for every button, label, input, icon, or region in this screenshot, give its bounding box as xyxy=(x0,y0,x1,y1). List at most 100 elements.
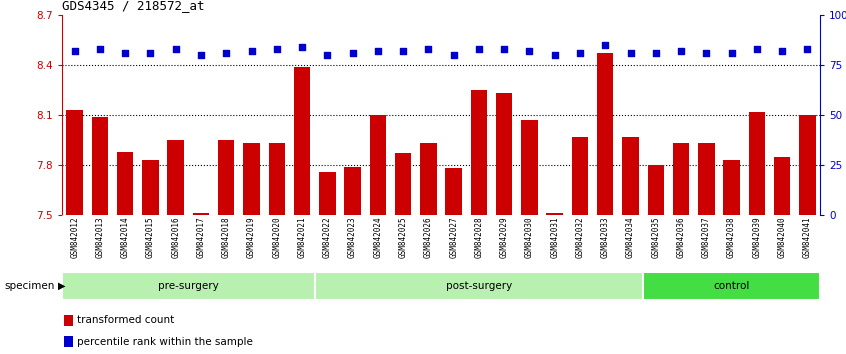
Bar xyxy=(244,143,260,215)
Text: GSM842023: GSM842023 xyxy=(348,217,357,258)
Bar xyxy=(799,115,816,215)
Bar xyxy=(91,117,108,215)
Text: GSM842039: GSM842039 xyxy=(752,217,761,258)
Text: GSM842027: GSM842027 xyxy=(449,217,459,258)
Text: GSM842032: GSM842032 xyxy=(575,217,585,258)
Bar xyxy=(420,143,437,215)
Text: GSM842035: GSM842035 xyxy=(651,217,660,258)
Point xyxy=(700,50,713,56)
Bar xyxy=(63,336,73,347)
Text: GSM842014: GSM842014 xyxy=(121,217,129,258)
Bar xyxy=(344,167,360,215)
Point xyxy=(775,48,788,54)
Bar xyxy=(370,115,386,215)
Bar xyxy=(723,160,739,215)
Point xyxy=(244,48,258,54)
Text: GSM842026: GSM842026 xyxy=(424,217,433,258)
Text: GSM842020: GSM842020 xyxy=(272,217,281,258)
Text: GSM842022: GSM842022 xyxy=(323,217,332,258)
Point xyxy=(68,48,81,54)
Text: GSM842028: GSM842028 xyxy=(475,217,483,258)
Text: GSM842016: GSM842016 xyxy=(171,217,180,258)
Text: GSM842021: GSM842021 xyxy=(298,217,306,258)
Point xyxy=(346,50,360,56)
Point xyxy=(447,52,460,58)
Bar xyxy=(774,157,790,215)
Bar xyxy=(647,165,664,215)
Point xyxy=(624,50,637,56)
Bar xyxy=(749,112,765,215)
Text: percentile rank within the sample: percentile rank within the sample xyxy=(77,337,253,347)
Text: specimen: specimen xyxy=(4,281,55,291)
Text: GSM842018: GSM842018 xyxy=(222,217,231,258)
Bar xyxy=(470,90,487,215)
Text: GSM842025: GSM842025 xyxy=(398,217,408,258)
Bar xyxy=(63,315,73,326)
Text: pre-surgery: pre-surgery xyxy=(158,281,219,291)
Bar xyxy=(142,160,159,215)
Point xyxy=(396,48,409,54)
Bar xyxy=(315,272,643,300)
Point xyxy=(649,50,662,56)
Text: GSM842015: GSM842015 xyxy=(146,217,155,258)
Point xyxy=(574,50,587,56)
Text: GSM842031: GSM842031 xyxy=(550,217,559,258)
Point xyxy=(93,46,107,52)
Point xyxy=(118,50,132,56)
Point xyxy=(169,46,183,52)
Point xyxy=(295,44,309,50)
Point xyxy=(800,46,814,52)
Text: GSM842037: GSM842037 xyxy=(702,217,711,258)
Text: ▶: ▶ xyxy=(58,281,65,291)
Text: GSM842017: GSM842017 xyxy=(196,217,206,258)
Text: GSM842040: GSM842040 xyxy=(777,217,787,258)
Bar xyxy=(218,140,234,215)
Bar xyxy=(572,137,588,215)
Text: GSM842041: GSM842041 xyxy=(803,217,812,258)
Text: GDS4345 / 218572_at: GDS4345 / 218572_at xyxy=(62,0,205,12)
Text: GSM842029: GSM842029 xyxy=(500,217,508,258)
Point xyxy=(750,46,764,52)
Text: GSM842034: GSM842034 xyxy=(626,217,635,258)
Point xyxy=(598,42,612,48)
Bar xyxy=(168,140,184,215)
Text: post-surgery: post-surgery xyxy=(446,281,512,291)
Bar xyxy=(395,153,411,215)
Bar xyxy=(643,272,820,300)
Bar xyxy=(268,143,285,215)
Text: GSM842019: GSM842019 xyxy=(247,217,256,258)
Point xyxy=(371,48,385,54)
Point xyxy=(674,48,688,54)
Bar xyxy=(294,67,310,215)
Point xyxy=(472,46,486,52)
Bar xyxy=(67,110,83,215)
Text: transformed count: transformed count xyxy=(77,315,174,325)
Text: GSM842012: GSM842012 xyxy=(70,217,80,258)
Bar xyxy=(623,137,639,215)
Point xyxy=(219,50,233,56)
Text: GSM842013: GSM842013 xyxy=(96,217,104,258)
Bar xyxy=(597,53,613,215)
Point xyxy=(321,52,334,58)
Bar xyxy=(446,169,462,215)
Text: control: control xyxy=(713,281,750,291)
Point xyxy=(195,52,208,58)
Text: GSM842024: GSM842024 xyxy=(373,217,382,258)
Bar xyxy=(496,93,513,215)
Bar xyxy=(698,143,715,215)
Text: GSM842038: GSM842038 xyxy=(727,217,736,258)
Bar xyxy=(673,143,689,215)
Bar xyxy=(193,213,209,215)
Bar xyxy=(547,213,563,215)
Text: GSM842033: GSM842033 xyxy=(601,217,610,258)
Point xyxy=(421,46,435,52)
Point xyxy=(144,50,157,56)
Point xyxy=(725,50,739,56)
Point xyxy=(523,48,536,54)
Text: GSM842030: GSM842030 xyxy=(525,217,534,258)
Bar xyxy=(319,172,336,215)
Point xyxy=(548,52,562,58)
Bar xyxy=(62,272,315,300)
Point xyxy=(270,46,283,52)
Bar xyxy=(117,152,134,215)
